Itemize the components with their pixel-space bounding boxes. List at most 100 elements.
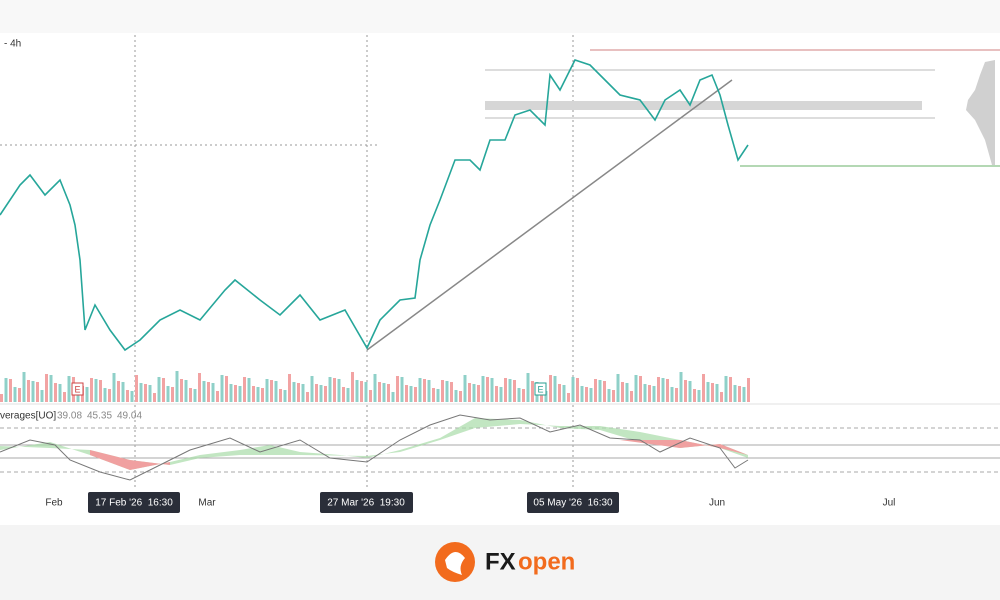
volume-bar <box>369 390 372 402</box>
volume-bar <box>130 391 134 402</box>
volume-bar <box>337 379 341 402</box>
volume-bar <box>220 375 224 402</box>
volume-bar <box>306 392 309 402</box>
volume-bar <box>684 380 687 402</box>
volume-bar <box>153 393 156 402</box>
volume-bar <box>378 382 381 402</box>
volume-bar <box>0 394 3 402</box>
volume-bar <box>630 391 633 402</box>
crosshair-label: 05 May '26 16:30 <box>533 498 613 509</box>
volume-bar <box>481 376 485 402</box>
volume-bar <box>720 392 723 402</box>
volume-bar <box>738 386 741 402</box>
earnings-marker <box>71 382 84 396</box>
volume-bar <box>526 373 530 402</box>
volume-bar <box>396 376 399 402</box>
volume-bar <box>18 388 21 402</box>
volume-bar <box>274 381 278 402</box>
volume-bar <box>499 387 503 402</box>
volume-bar <box>544 391 548 402</box>
volume-bar <box>666 379 669 402</box>
volume-bar <box>90 378 93 402</box>
volume-bar <box>117 381 120 402</box>
volume-bar <box>441 380 444 402</box>
volume-bar <box>576 378 579 402</box>
volume-bar <box>531 381 534 402</box>
volume-bar <box>135 375 138 402</box>
volume-bar <box>405 385 408 402</box>
volume-bar <box>463 375 467 402</box>
time-label: Feb <box>45 498 63 509</box>
volume-bar <box>517 388 521 402</box>
volume-bar <box>333 378 336 402</box>
volume-bar <box>432 388 435 402</box>
crosshair-lines <box>0 35 574 490</box>
brand-icon-detail <box>445 551 465 575</box>
volume-bar <box>171 387 174 402</box>
volume-bar <box>157 377 161 402</box>
volume-bar <box>625 383 629 402</box>
volume-bar <box>184 380 188 402</box>
volume-bar <box>706 382 710 402</box>
volume-bar <box>351 372 354 402</box>
volume-bar <box>319 385 323 402</box>
volume-bar <box>724 376 728 402</box>
volume-bar <box>675 388 678 402</box>
volume-bar <box>207 382 210 402</box>
volume-bar <box>423 379 426 402</box>
volume-bar <box>459 391 462 402</box>
volume-bar <box>45 374 48 402</box>
oscillator-levels <box>0 427 1000 473</box>
volume-bar <box>382 383 386 402</box>
volume-bar <box>108 389 111 402</box>
volume-bar <box>508 379 512 402</box>
volume-bar <box>612 390 615 402</box>
volume-bar <box>180 379 183 402</box>
volume-bar <box>63 392 66 402</box>
volume-bar <box>94 379 98 402</box>
indicator-value: 49.04 <box>117 411 142 422</box>
volume-bar <box>211 383 215 402</box>
volume-bar <box>715 384 719 402</box>
volume-bar <box>112 373 116 402</box>
brand-name: FX <box>485 548 516 575</box>
volume-bar <box>31 381 35 402</box>
volume-bar <box>265 379 269 402</box>
volume-bar <box>292 382 296 402</box>
volume-bar <box>189 388 192 402</box>
time-axis: Feb Mar Jun Jul <box>45 498 895 509</box>
volume-bar <box>553 376 557 402</box>
volume-bar <box>477 385 480 402</box>
volume-bar <box>328 377 332 402</box>
volume-bar <box>643 384 647 402</box>
volume-bar <box>270 380 273 402</box>
volume-bar <box>657 377 660 402</box>
volume-bar <box>27 380 30 402</box>
volume-bar <box>603 381 606 402</box>
volume-bar <box>216 391 219 402</box>
top-strip <box>0 0 1000 33</box>
crosshair-label-box <box>88 492 180 513</box>
volume-bar <box>103 388 107 402</box>
volume-bar <box>234 385 237 402</box>
earnings-marker-label: E <box>537 384 543 394</box>
volume-bar <box>742 387 746 402</box>
volume-bar <box>9 379 12 402</box>
crosshair-label: 27 Mar '26 19:30 <box>327 498 405 509</box>
volume-bar <box>400 377 404 402</box>
volume-bar <box>558 384 561 402</box>
volume-bar <box>594 379 597 402</box>
volume-bar <box>639 376 642 402</box>
volume-bar <box>85 387 89 402</box>
brand-name: open <box>518 548 575 575</box>
volume-bar <box>598 380 602 402</box>
volume-bar <box>648 385 651 402</box>
volume-bar <box>49 375 53 402</box>
volume-bar <box>342 387 345 402</box>
volume-bar <box>261 388 264 402</box>
crosshair-label: 17 Feb '26 16:30 <box>95 498 173 509</box>
volume-bar <box>580 386 584 402</box>
